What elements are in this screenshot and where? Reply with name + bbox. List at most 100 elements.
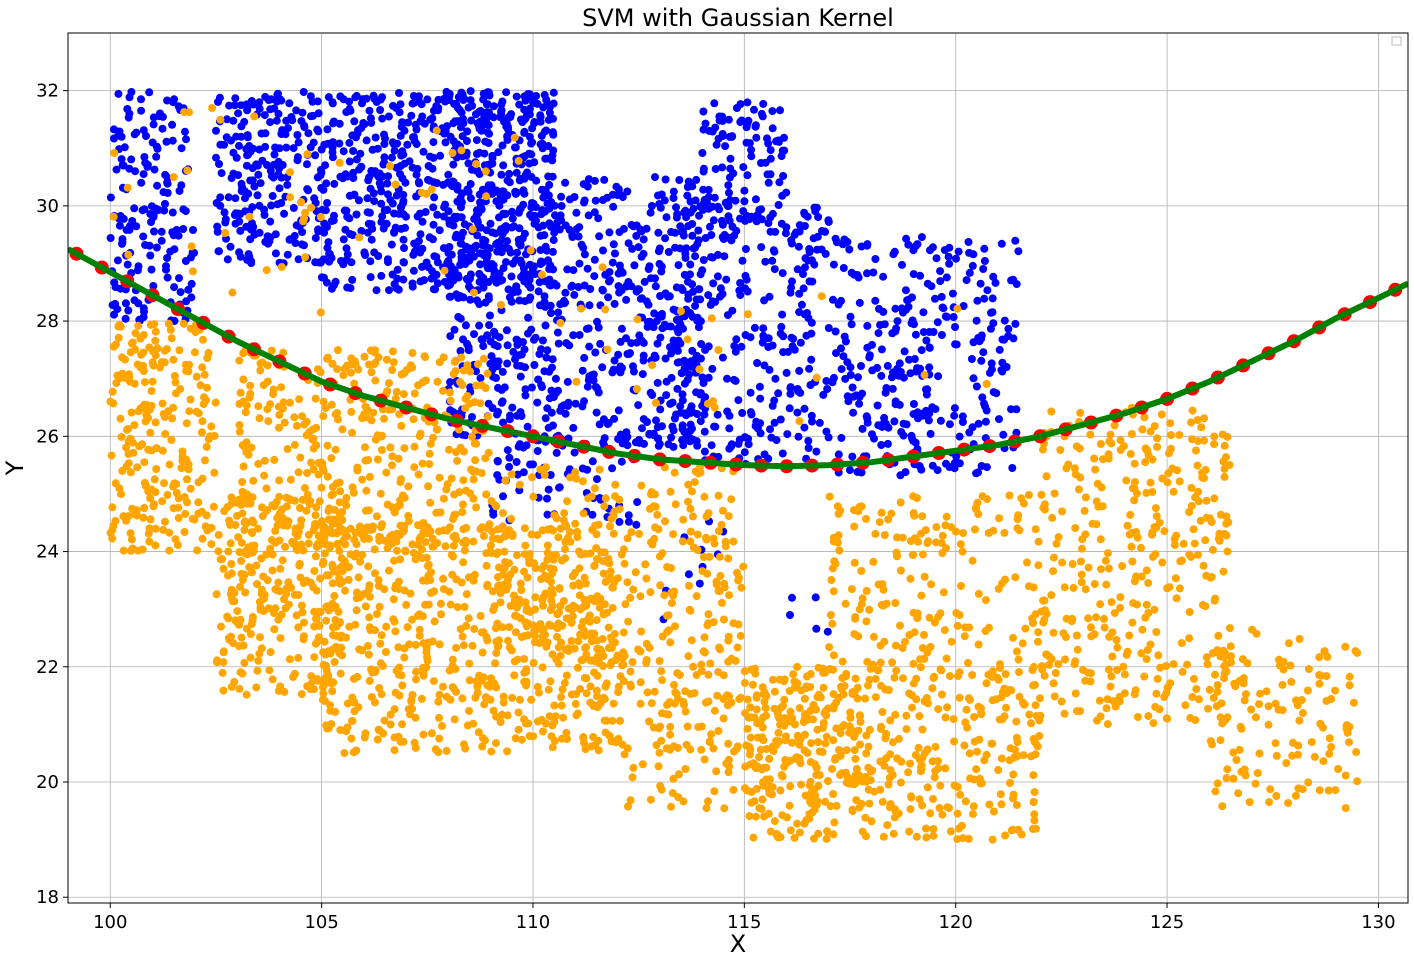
- scatter-point: [449, 684, 458, 693]
- scatter-point: [720, 579, 729, 588]
- scatter-point: [457, 88, 466, 97]
- scatter-point: [674, 770, 683, 779]
- scatter-point: [328, 99, 337, 108]
- scatter-point: [614, 688, 623, 697]
- scatter-point: [456, 260, 465, 269]
- scatter-point: [552, 389, 561, 398]
- scatter-point: [468, 413, 476, 421]
- scatter-point: [819, 683, 828, 692]
- scatter-point: [248, 219, 256, 228]
- scatter-point: [451, 367, 460, 376]
- scatter-point: [596, 339, 605, 348]
- scatter-point: [595, 232, 604, 241]
- scatter-point: [870, 787, 879, 796]
- scatter-point: [263, 161, 271, 169]
- scatter-point: [764, 178, 773, 187]
- scatter-point: [131, 167, 140, 176]
- scatter-point: [242, 690, 251, 699]
- scatter-point: [917, 765, 926, 774]
- scatter-point: [324, 571, 333, 580]
- scatter-point: [194, 498, 203, 507]
- scatter-point: [413, 164, 422, 173]
- scatter-point: [433, 279, 442, 288]
- scatter-point: [424, 482, 433, 491]
- scatter-point: [365, 472, 374, 481]
- scatter-point: [124, 437, 133, 446]
- scatter-point: [310, 567, 319, 575]
- scatter-point: [425, 233, 434, 242]
- scatter-point: [339, 235, 348, 244]
- scatter-point: [559, 713, 568, 722]
- scatter-point: [879, 272, 888, 281]
- scatter-point: [837, 433, 846, 442]
- scatter-point: [183, 475, 191, 484]
- scatter-point: [125, 225, 134, 234]
- scatter-point: [465, 676, 474, 685]
- scatter-point: [770, 265, 779, 274]
- scatter-point: [569, 331, 578, 340]
- scatter-point: [735, 435, 744, 444]
- scatter-point: [485, 129, 494, 138]
- scatter-point: [432, 508, 441, 517]
- scatter-point: [938, 810, 947, 819]
- scatter-point: [401, 547, 410, 556]
- scatter-point: [913, 240, 922, 249]
- scatter-point: [194, 509, 203, 518]
- scatter-point: [153, 181, 162, 190]
- scatter-point: [240, 187, 249, 196]
- scatter-point: [867, 817, 876, 826]
- scatter-point: [755, 382, 764, 391]
- scatter-point: [1007, 405, 1015, 414]
- scatter-point: [617, 457, 626, 466]
- scatter-point: [657, 190, 666, 199]
- scatter-point: [409, 266, 418, 275]
- scatter-point: [912, 832, 921, 841]
- scatter-point: [515, 599, 524, 608]
- scatter-point: [421, 353, 430, 362]
- scatter-point: [254, 402, 263, 411]
- scatter-point: [377, 271, 386, 280]
- scatter-point: [786, 782, 795, 791]
- scatter-point: [1030, 788, 1039, 797]
- scatter-point: [207, 523, 216, 532]
- scatter-point: [255, 104, 264, 113]
- scatter-point: [268, 675, 277, 684]
- scatter-point: [400, 444, 409, 453]
- scatter-point: [741, 331, 750, 339]
- scatter-point: [611, 492, 619, 501]
- scatter-point: [489, 102, 498, 111]
- scatter-point: [510, 591, 518, 600]
- scatter-point: [448, 655, 457, 664]
- scatter-point: [727, 495, 736, 504]
- scatter-point: [153, 344, 162, 353]
- scatter-point: [485, 244, 494, 253]
- scatter-point: [739, 207, 748, 216]
- scatter-point: [606, 567, 615, 576]
- scatter-point: [895, 359, 904, 368]
- scatter-point: [710, 706, 719, 715]
- scatter-point: [283, 180, 292, 189]
- scatter-point: [152, 152, 161, 161]
- scatter-point: [539, 193, 548, 202]
- scatter-point: [539, 727, 547, 736]
- scatter-point: [446, 600, 455, 609]
- scatter-point: [682, 740, 691, 749]
- scatter-point: [193, 546, 202, 555]
- scatter-point: [358, 646, 367, 655]
- scatter-point: [528, 473, 536, 482]
- scatter-point: [982, 750, 991, 759]
- scatter-point: [331, 642, 340, 651]
- scatter-point: [323, 199, 332, 207]
- scatter-point: [934, 757, 942, 766]
- scatter-point: [449, 515, 457, 524]
- scatter-point: [427, 568, 435, 577]
- scatter-point: [681, 429, 690, 437]
- scatter-point: [734, 396, 743, 405]
- scatter-point: [669, 530, 678, 539]
- scatter-point: [747, 152, 756, 161]
- scatter-point: [222, 133, 231, 142]
- scatter-point: [511, 143, 519, 152]
- scatter-point: [472, 467, 481, 476]
- scatter-point: [1005, 756, 1014, 765]
- scatter-point: [969, 338, 978, 347]
